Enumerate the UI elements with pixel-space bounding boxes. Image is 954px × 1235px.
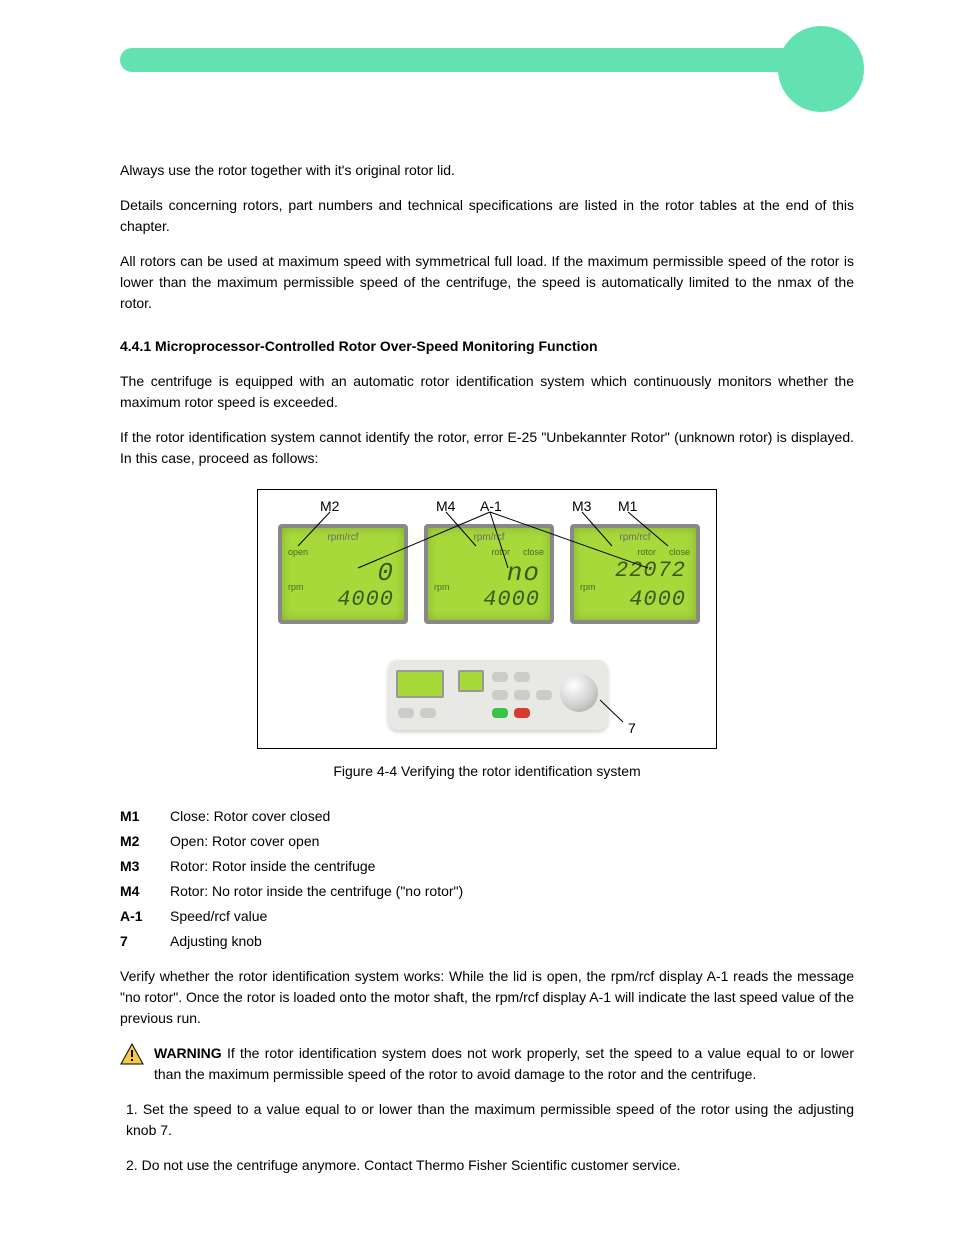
- panel-btn-stop: [514, 708, 530, 718]
- figure-box: M2 M4 A-1 M3 M1 7 rpm/rcf open 0 rpm 400…: [257, 489, 717, 749]
- lcd-right: rpm/rcf rotor close 22072 rpm 4000: [570, 524, 700, 624]
- legend-row-m4: M4 Rotor: No rotor inside the centrifuge…: [120, 881, 854, 902]
- lcd-left-rpm: rpm: [288, 581, 304, 595]
- lcd-right-rpm: rpm: [580, 581, 596, 595]
- warning-block: WARNING If the rotor identification syst…: [120, 1043, 854, 1085]
- legend-val: Rotor: No rotor inside the centrifuge ("…: [170, 881, 854, 902]
- legend-val: Close: Rotor cover closed: [170, 806, 854, 827]
- warning-body: If the rotor identification system does …: [154, 1045, 854, 1082]
- legend-row-m3: M3 Rotor: Rotor inside the centrifuge: [120, 856, 854, 877]
- lcd-right-title: rpm/rcf: [574, 530, 696, 545]
- legend-key: 7: [120, 931, 170, 952]
- legend-key: M1: [120, 806, 170, 827]
- intro-p3: All rotors can be used at maximum speed …: [120, 251, 854, 314]
- legend-row-m2: M2 Open: Rotor cover open: [120, 831, 854, 852]
- legend-val: Rotor: Rotor inside the centrifuge: [170, 856, 854, 877]
- warning-text: WARNING If the rotor identification syst…: [154, 1043, 854, 1085]
- label-m2: M2: [320, 496, 339, 517]
- panel-btn: [492, 672, 508, 682]
- lcd-mid-rpm: rpm: [434, 581, 450, 595]
- panel-btn: [514, 672, 530, 682]
- figure-container: M2 M4 A-1 M3 M1 7 rpm/rcf open 0 rpm 400…: [120, 489, 854, 749]
- section-p1: The centrifuge is equipped with an autom…: [120, 371, 854, 413]
- warning-icon: [120, 1043, 144, 1071]
- lcd-mid-title: rpm/rcf: [428, 530, 550, 545]
- header-bar-circle: [778, 26, 864, 112]
- intro-p1: Always use the rotor together with it's …: [120, 160, 854, 181]
- panel-btn-start: [492, 708, 508, 718]
- legend-key: M4: [120, 881, 170, 902]
- panel-btn: [536, 690, 552, 700]
- figure-caption: Figure 4-4 Verifying the rotor identific…: [120, 761, 854, 782]
- section-p2: If the rotor identification system canno…: [120, 427, 854, 469]
- lcd-left-open: open: [288, 546, 308, 560]
- lcd-left-small: 4000: [337, 583, 394, 616]
- lcd-left: rpm/rcf open 0 rpm 4000: [278, 524, 408, 624]
- legend-key: A-1: [120, 906, 170, 927]
- legend-val: Adjusting knob: [170, 931, 854, 952]
- legend-key: M2: [120, 831, 170, 852]
- step-2-text: Do not use the centrifuge anymore. Conta…: [142, 1157, 681, 1173]
- header-bar-rect: [120, 48, 814, 72]
- panel-btn: [514, 690, 530, 700]
- control-panel: [388, 660, 608, 730]
- panel-btn: [398, 708, 414, 718]
- legend-row-m1: M1 Close: Rotor cover closed: [120, 806, 854, 827]
- section-heading: 4.4.1 Microprocessor-Controlled Rotor Ov…: [120, 336, 854, 357]
- warning-label: WARNING: [154, 1045, 222, 1061]
- panel-knob: [560, 674, 598, 712]
- lcd-mid: rpm/rcf rotor close no rpm 4000: [424, 524, 554, 624]
- step-2: 2. Do not use the centrifuge anymore. Co…: [126, 1155, 854, 1176]
- label-m4: M4: [436, 496, 455, 517]
- legend-row-a1: A-1 Speed/rcf value: [120, 906, 854, 927]
- label-m3: M3: [572, 496, 591, 517]
- legend-val: Speed/rcf value: [170, 906, 854, 927]
- legend-val: Open: Rotor cover open: [170, 831, 854, 852]
- verify-paragraph: Verify whether the rotor identification …: [120, 966, 854, 1029]
- step-1-text: Set the speed to a value equal to or low…: [126, 1101, 854, 1138]
- lcd-right-small: 4000: [629, 583, 686, 616]
- lcd-mid-small: 4000: [483, 583, 540, 616]
- page-header-bar: [120, 40, 854, 80]
- panel-btn: [420, 708, 436, 718]
- label-m1: M1: [618, 496, 637, 517]
- label-a1: A-1: [480, 496, 502, 517]
- legend-key: M3: [120, 856, 170, 877]
- step-1: 1. Set the speed to a value equal to or …: [126, 1099, 854, 1141]
- intro-p2: Details concerning rotors, part numbers …: [120, 195, 854, 237]
- panel-btn: [492, 690, 508, 700]
- panel-lcd-left: [396, 670, 444, 698]
- label-7: 7: [628, 718, 636, 739]
- legend-list: M1 Close: Rotor cover closed M2 Open: Ro…: [120, 806, 854, 952]
- panel-lcd-right: [458, 670, 484, 692]
- lcd-left-title: rpm/rcf: [282, 530, 404, 545]
- legend-row-7: 7 Adjusting knob: [120, 931, 854, 952]
